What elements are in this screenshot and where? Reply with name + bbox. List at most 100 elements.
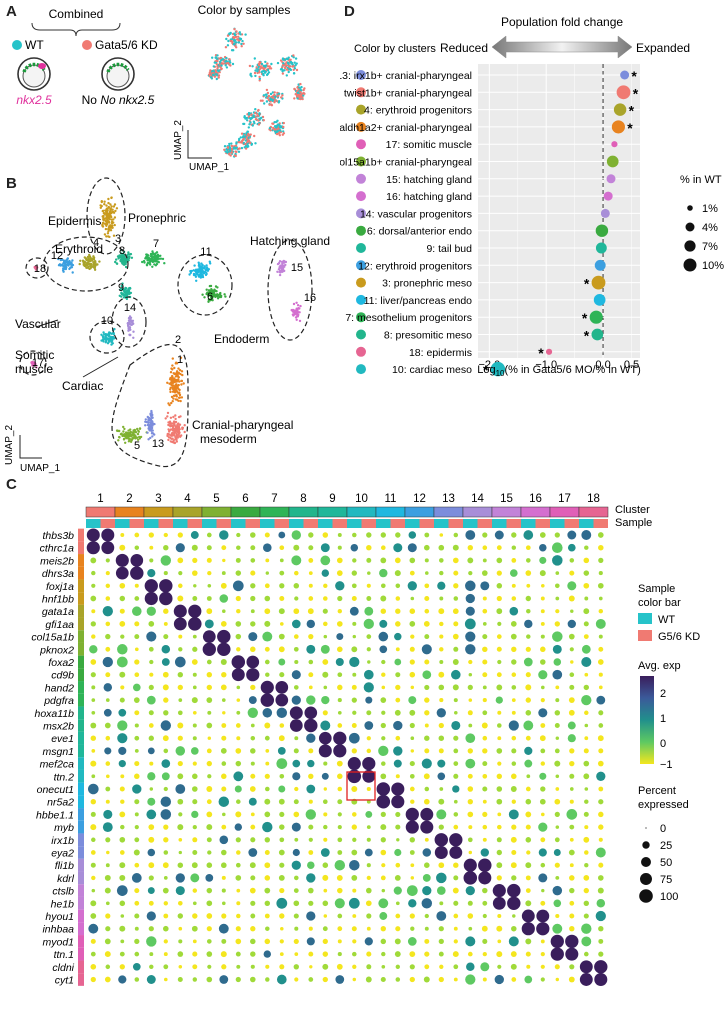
umap-b-point (106, 208, 109, 211)
umap-b-point (121, 259, 125, 262)
sample-bar-cell (361, 519, 376, 528)
sample-bar-cell (173, 519, 188, 528)
dotplot-point (90, 659, 97, 665)
umap-b-point (201, 274, 204, 277)
dotplot-point (308, 596, 314, 601)
gene-label: hoxa11b (34, 708, 74, 720)
dotplot-point (221, 938, 227, 944)
umap-b-point (170, 395, 174, 399)
umap-b-point (105, 216, 108, 219)
panel-letter-d: D (344, 3, 355, 20)
dotplot-point (453, 761, 459, 766)
dotplot-point (393, 759, 402, 768)
d-data-point (611, 120, 625, 134)
dotplot-point (554, 811, 560, 817)
dotplot-point (263, 543, 272, 552)
dotplot-point (333, 731, 347, 745)
umap-a-point (214, 56, 218, 59)
dotplot-point (381, 710, 386, 715)
dotplot-point (307, 759, 315, 768)
umap-b-point (109, 229, 113, 232)
umap-a-point (259, 67, 262, 71)
dotplot-point (264, 875, 271, 881)
umap-b-point (88, 262, 91, 266)
dotplot-point (132, 784, 142, 794)
umap-b-point (175, 435, 178, 438)
umap-b-point (295, 318, 298, 321)
gene-label: pdgfra (43, 695, 74, 707)
dotplot-point (424, 748, 430, 754)
dotplot-point (206, 824, 213, 831)
dotplot-point (134, 951, 140, 957)
dotplot-point (453, 698, 458, 703)
sample-bar-cell (245, 519, 260, 528)
dotplot-point (497, 710, 502, 715)
dotplot-point (540, 952, 545, 957)
d-significance-star: * (633, 85, 639, 101)
dotplot-point (482, 596, 487, 601)
dotplot-point (540, 786, 546, 792)
dotplot-point (264, 850, 270, 855)
umap-a-point (254, 142, 257, 145)
dotplot-point (405, 807, 419, 822)
embryo-wt-caption: nkx2.5 (16, 93, 52, 107)
umap-a-title: Color by samples (198, 3, 291, 17)
umap-a-point (238, 37, 241, 40)
d-row-label: 8: presomitic meso (384, 330, 472, 342)
dotplot-point (291, 530, 301, 540)
dotplot-point (206, 659, 212, 665)
dotplot-point (177, 773, 184, 780)
cluster-bar-cell (201, 506, 232, 518)
dotplot-point (335, 975, 345, 984)
umap-b-point (181, 373, 184, 377)
umap-a-point (292, 68, 295, 72)
dotplot-point (248, 797, 257, 806)
umap-b-point (101, 209, 105, 213)
dotplot-point (148, 900, 154, 906)
umap-b-point (172, 439, 175, 442)
dotplot-point (134, 926, 139, 931)
dotplot-point (540, 698, 545, 703)
dotplot-point (380, 824, 387, 831)
fold-change-arrow (491, 35, 633, 59)
dotplot-point (163, 901, 169, 906)
umap-b-point (171, 437, 174, 440)
dotplot-point (583, 887, 589, 894)
umap-a-point (282, 125, 285, 129)
umap-b-point (121, 255, 124, 258)
dotplot-point (130, 566, 144, 580)
umap-a-point (258, 77, 261, 81)
dotplot-point (292, 759, 301, 768)
dotplot-point (366, 825, 371, 829)
dotplot-point (119, 582, 126, 589)
d-row-label: 14: vascular progenitors (360, 208, 472, 220)
dotplot-point (365, 900, 372, 907)
umap-a-point (246, 130, 250, 133)
avg-tick-1: 1 (660, 713, 666, 725)
d-cluster-key-dot (356, 329, 366, 340)
dotplot-point (410, 634, 415, 639)
dotplot-point (192, 557, 198, 563)
dotplot-point (395, 824, 401, 830)
umap-b-point (173, 366, 176, 370)
dotplot-point (177, 595, 184, 602)
dotplot-point (468, 698, 473, 702)
sample-bar-cell (260, 519, 275, 528)
dotplot-point (90, 722, 97, 729)
label-erythroid: Erythroid (55, 242, 103, 256)
dotplot-point (192, 570, 198, 576)
umap-a-ylabel: UMAP_2 (173, 120, 184, 160)
dotplot-point (86, 528, 100, 542)
umap-a-point (230, 142, 233, 145)
dotplot-point (163, 786, 168, 792)
dotplot-point (177, 951, 184, 957)
umap-a-point (277, 101, 280, 104)
umap-b-point (111, 210, 115, 214)
dotplot-point (163, 939, 168, 944)
umap-b-point (100, 339, 103, 342)
umap-b-point (130, 434, 133, 437)
dotplot-point (146, 936, 157, 947)
dotplot-point (422, 848, 432, 857)
dotplot-point (264, 773, 270, 779)
umap-b-point (128, 287, 132, 290)
